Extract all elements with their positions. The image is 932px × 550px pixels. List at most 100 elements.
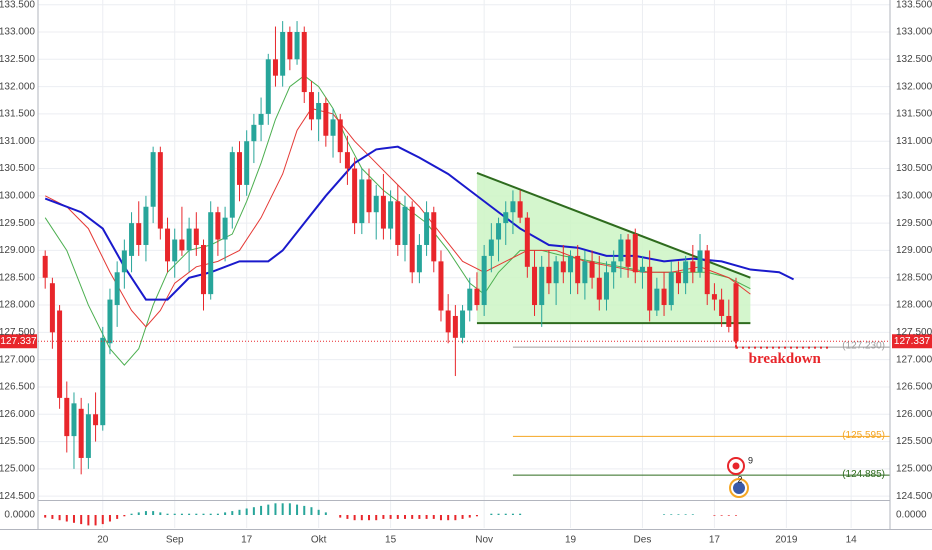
- y-tick-label: 133.000: [0, 27, 35, 38]
- candle-body: [337, 119, 343, 153]
- y-tick-label: 129.000: [0, 245, 35, 256]
- event-badge[interactable]: 2: [729, 474, 749, 498]
- indicator-bar: [72, 515, 75, 523]
- candle-body: [402, 206, 408, 245]
- indicator-bar: [116, 515, 119, 519]
- indicator-bar: [123, 515, 126, 517]
- indicator-bar: [468, 515, 471, 518]
- indicator-bar: [209, 513, 212, 515]
- indicator-bar: [447, 515, 450, 521]
- candle-body: [294, 32, 300, 60]
- candle-body: [611, 261, 617, 273]
- candle-body: [452, 315, 458, 338]
- candle-body: [632, 234, 638, 273]
- indicator-bar: [245, 508, 248, 515]
- candle-body: [539, 266, 545, 306]
- indicator-bar: [727, 515, 730, 516]
- candle-body: [568, 255, 573, 273]
- indicator-bar: [497, 513, 500, 515]
- indicator-bar: [684, 514, 687, 515]
- y-tick-label: 133.500: [0, 0, 35, 10]
- candle-body: [136, 223, 142, 245]
- indicator-tick-label: 0.0000: [4, 510, 35, 521]
- price-label-box: [0, 334, 37, 349]
- candle-body: [719, 299, 725, 316]
- candle-body: [395, 201, 401, 245]
- candle-body: [704, 250, 710, 295]
- candle-body: [733, 283, 739, 342]
- x-tick-label: Okt: [311, 535, 327, 546]
- candle-body: [596, 277, 602, 300]
- x-tick-label: Nov: [475, 535, 493, 546]
- candle-body: [625, 239, 631, 267]
- candles: [42, 21, 739, 475]
- candle-body: [546, 266, 552, 284]
- indicator-bar: [137, 512, 140, 515]
- candle-body: [258, 113, 264, 125]
- y-tick-label: 125.000: [0, 464, 35, 475]
- price-label-box: [892, 334, 932, 349]
- indicator-bar: [432, 515, 435, 519]
- candle-body: [186, 228, 192, 251]
- candle-body: [373, 195, 379, 213]
- y-tick-label: 125.000: [896, 464, 932, 475]
- indicator-bar: [288, 503, 291, 515]
- event-badge[interactable]: 9: [727, 455, 753, 475]
- candle-body: [683, 261, 689, 284]
- candle-body: [416, 244, 422, 273]
- candle-body: [150, 152, 156, 207]
- indicator-bar: [691, 514, 694, 515]
- indicator-bar: [411, 515, 414, 519]
- candle-body: [503, 212, 509, 224]
- indicator-bar: [303, 505, 306, 515]
- candle-body: [517, 201, 523, 218]
- candle-body: [675, 272, 681, 284]
- indicator-bar: [188, 513, 191, 515]
- candle-body: [244, 141, 250, 185]
- indicator-bar: [281, 503, 284, 515]
- candle-body: [388, 201, 394, 229]
- candle-body: [481, 255, 487, 306]
- indicator-bar: [180, 513, 183, 515]
- indicator-tick-label: 0.0000: [896, 510, 927, 521]
- indicator-bar: [663, 514, 666, 515]
- indicator-bar: [274, 503, 277, 515]
- price-label: 127.337: [894, 336, 931, 347]
- x-tick-label: 14: [846, 535, 858, 546]
- candle-body: [78, 408, 84, 458]
- candle-body: [42, 255, 48, 278]
- candle-body: [272, 59, 278, 76]
- candle-body: [524, 217, 530, 267]
- candle-body: [114, 272, 120, 306]
- candle-body: [438, 261, 444, 311]
- indicator-bar: [87, 515, 90, 526]
- indicator-bar: [152, 511, 155, 515]
- candle-body: [179, 239, 185, 251]
- indicator-bar: [360, 515, 363, 521]
- indicator-bar: [511, 513, 514, 515]
- candle-body: [603, 272, 609, 300]
- candle-body: [215, 212, 221, 240]
- y-tick-label: 126.500: [0, 382, 35, 393]
- y-tick-label: 126.000: [896, 409, 932, 420]
- indicator-bar: [267, 504, 270, 515]
- indicator-bar: [490, 513, 493, 515]
- badge-count: 9: [748, 455, 753, 465]
- indicator-bar: [418, 515, 421, 519]
- candle-body: [316, 102, 322, 120]
- indicator-bar: [51, 515, 54, 519]
- candle-body: [172, 239, 178, 262]
- indicator-bar: [475, 515, 478, 517]
- y-tick-label: 130.000: [0, 190, 35, 201]
- y-tick-label: 131.000: [0, 136, 35, 147]
- candle-body: [100, 337, 106, 426]
- overlays: 127.337 127.337 breakdown: [0, 334, 932, 526]
- indicator-bar: [260, 505, 263, 515]
- indicator-bar: [396, 515, 399, 519]
- candle-body: [647, 266, 653, 311]
- indicator-bar: [58, 515, 61, 521]
- y-tick-label: 126.500: [896, 382, 932, 393]
- candle-body: [107, 299, 113, 344]
- candle-body: [229, 152, 235, 218]
